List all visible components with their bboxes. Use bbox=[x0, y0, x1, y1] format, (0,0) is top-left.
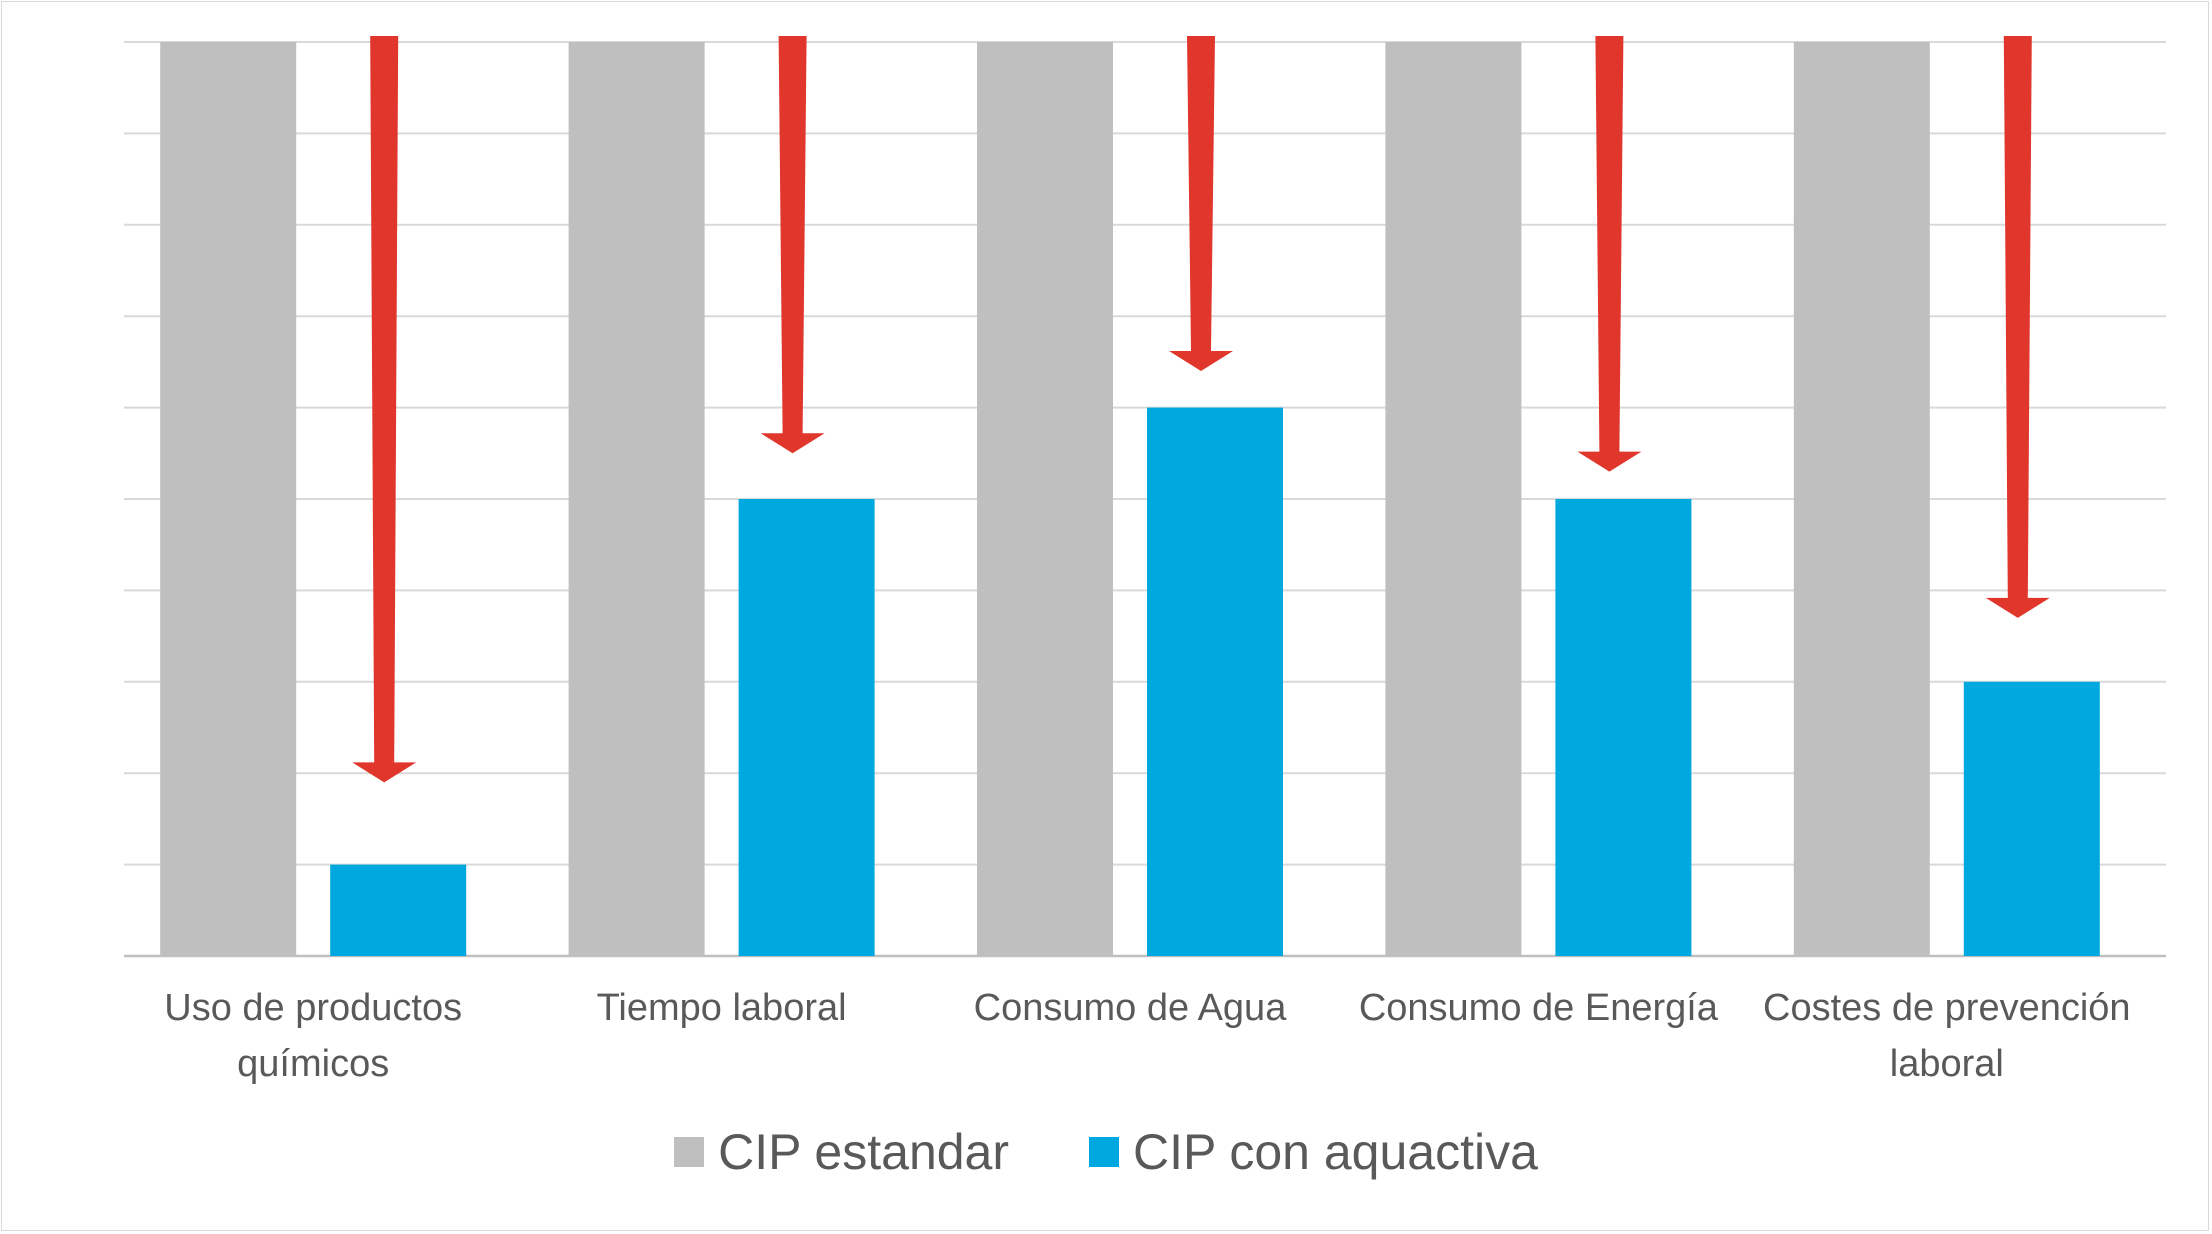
bar-cip-aquactiva bbox=[1147, 407, 1283, 957]
down-arrow bbox=[1577, 36, 1642, 472]
category-label: Tiempo laboral bbox=[596, 987, 847, 1029]
down-arrow bbox=[760, 36, 825, 454]
legend-swatch bbox=[674, 1137, 705, 1167]
category-label: Uso de productos químicos bbox=[164, 987, 463, 1085]
legend-label: CIP estandar bbox=[718, 1124, 1010, 1180]
category-label: Consumo de Energía bbox=[1358, 987, 1718, 1029]
category-label: Costes de prevención laboral bbox=[1763, 987, 2131, 1085]
bar-cip-aquactiva bbox=[1555, 499, 1692, 956]
bar-cip-estandar bbox=[160, 42, 297, 956]
down-arrow bbox=[1985, 36, 2050, 618]
bar-cip-estandar bbox=[1385, 42, 1522, 956]
category-label: Consumo de Agua bbox=[973, 987, 1287, 1029]
legend: CIP estandar CIP con aquactiva bbox=[0, 1122, 2212, 1182]
reduction-arrows bbox=[352, 36, 2050, 783]
bar-cip-aquactiva bbox=[738, 499, 875, 956]
bar-cip-estandar bbox=[1793, 42, 1930, 956]
bar-cip-estandar bbox=[568, 42, 705, 956]
legend-label: CIP con aquactiva bbox=[1133, 1124, 1538, 1180]
down-arrow bbox=[352, 36, 417, 783]
legend-item: CIP con aquactiva bbox=[1089, 1122, 1538, 1182]
bars bbox=[160, 42, 2100, 957]
bar-cip-aquactiva bbox=[1963, 681, 2100, 956]
down-arrow bbox=[1169, 36, 1233, 372]
bar-cip-estandar bbox=[977, 42, 1113, 956]
bar-cip-aquactiva bbox=[330, 864, 467, 956]
legend-swatch bbox=[1089, 1137, 1120, 1167]
legend-item: CIP estandar bbox=[674, 1122, 1009, 1182]
